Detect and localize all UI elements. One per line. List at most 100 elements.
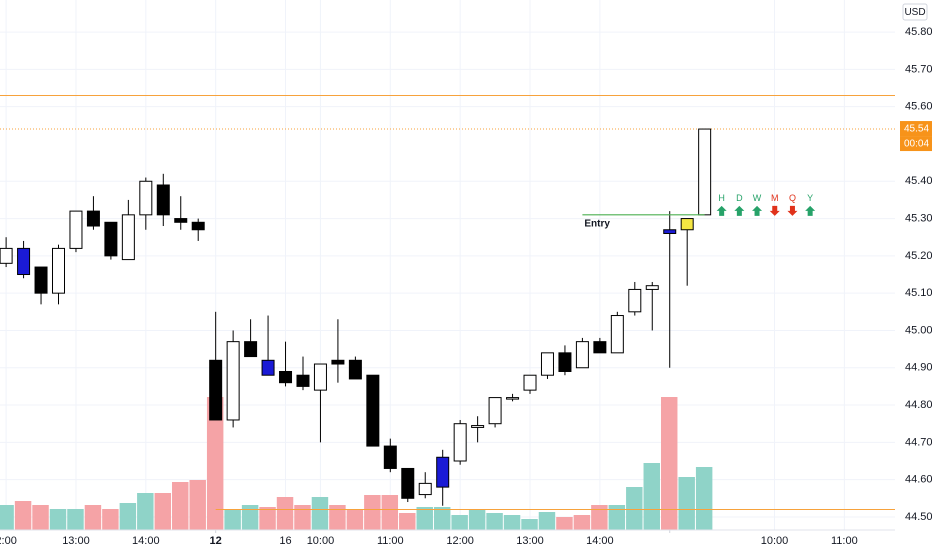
currency-box[interactable]	[902, 3, 928, 21]
signal-arrow	[787, 205, 798, 216]
candle-body	[401, 467, 415, 499]
volume-bar	[503, 515, 521, 530]
candle-body	[453, 423, 467, 462]
candle-body	[34, 266, 48, 294]
signal-label: D	[736, 193, 743, 203]
volume-bar	[241, 505, 259, 530]
signal-label: H	[718, 193, 725, 203]
candle-body	[0, 247, 13, 264]
candle-body	[680, 218, 694, 231]
levels	[0, 94, 895, 510]
candle-body	[226, 341, 240, 421]
candle-body	[698, 128, 712, 216]
last-price-tag	[900, 121, 932, 137]
candle-body	[104, 221, 118, 257]
y-tick-label: 44.70	[905, 436, 932, 448]
candle-body	[383, 445, 397, 469]
volume-bar	[206, 397, 224, 530]
volume-bar	[102, 509, 119, 530]
candle-body	[436, 456, 450, 488]
signal-arrow	[716, 205, 727, 216]
signal-arrow	[805, 205, 816, 216]
volume-bar	[294, 505, 311, 530]
x-tick-label: 13:00	[62, 535, 90, 547]
candle-body	[209, 359, 223, 421]
y-tick-label: 44.80	[905, 399, 932, 411]
volume-bar	[591, 505, 608, 530]
volume-bar	[573, 515, 591, 530]
volume-bar	[399, 513, 416, 530]
volume-bar	[14, 501, 32, 530]
candle-body	[663, 229, 677, 234]
volume-bar	[276, 497, 294, 530]
x-tick-label: 14:00	[586, 535, 614, 547]
candle-body	[645, 285, 659, 290]
candle-body	[121, 214, 135, 261]
volume-bar	[189, 480, 206, 530]
volume-bar	[84, 505, 102, 530]
volume-bar	[643, 463, 660, 530]
currency: USD	[904, 7, 925, 18]
candle-body	[174, 218, 188, 223]
candle-body	[628, 288, 642, 313]
signal-label: Q	[789, 193, 796, 203]
volume-bar	[172, 482, 189, 530]
y-tick-label: 45.70	[905, 63, 932, 75]
candle-body	[366, 374, 380, 447]
volume-bar	[608, 505, 626, 530]
candle-body	[418, 482, 432, 496]
candles	[0, 128, 712, 506]
x-tick-label: 12:00	[446, 535, 474, 547]
y-tick-label: 45.30	[905, 212, 932, 224]
candle-body	[17, 247, 31, 276]
candle-body	[261, 359, 275, 376]
y-tick-label: 45.60	[905, 101, 932, 113]
volume-bar	[451, 515, 468, 530]
x-tick-label: 11:00	[377, 535, 404, 547]
candle-body	[191, 221, 205, 231]
y-tick-label: 45.40	[905, 175, 932, 187]
entry-label: Entry	[584, 218, 610, 229]
x-tick-label: 16	[279, 535, 291, 547]
volume-bar	[119, 503, 137, 530]
y-tick-label: 45.10	[905, 287, 932, 299]
signal-arrow	[734, 205, 745, 216]
candle-body	[575, 341, 589, 369]
candle-body	[471, 425, 485, 428]
x-tick-label: 12	[210, 535, 222, 547]
volume-bar	[556, 517, 573, 530]
axes: USD 44.50 44.60 44.70 44.80 44.90 45.00 45.10 4…	[0, 3, 932, 547]
x-tick-label: 10:00	[307, 535, 335, 547]
signal-label: M	[771, 193, 779, 203]
candle-body	[244, 341, 258, 358]
volume-pane	[0, 397, 713, 530]
candle-body	[488, 397, 502, 425]
candle-body	[52, 247, 66, 294]
candle-body	[69, 210, 83, 249]
signal-label: Y	[807, 193, 813, 203]
x-tick-label: 2:00	[0, 535, 17, 547]
volume-bar	[695, 467, 713, 530]
y-tick-label: 44.60	[905, 474, 932, 486]
countdown-tag	[900, 136, 932, 152]
volume-bar	[538, 512, 556, 530]
volume-bar	[433, 507, 451, 530]
countdown-label: 00:04	[904, 139, 929, 150]
volume-bar	[311, 497, 329, 530]
x-tick-label: 14:00	[132, 535, 160, 547]
volume-bar	[329, 505, 346, 530]
candle-body	[156, 184, 170, 216]
x-tick-label: 11:00	[831, 535, 858, 547]
candle-body	[348, 359, 362, 380]
y-tick-label: 44.90	[905, 362, 932, 374]
volume-bar	[137, 493, 154, 530]
last-price-label: 45.54	[904, 124, 929, 135]
candle-body	[279, 370, 293, 384]
signal-arrow	[752, 205, 763, 216]
volume-bar	[49, 509, 67, 530]
y-tick-label: 44.50	[905, 511, 932, 523]
signal-arrow	[769, 205, 780, 216]
candle-body	[523, 374, 537, 391]
volume-bar	[521, 519, 538, 530]
